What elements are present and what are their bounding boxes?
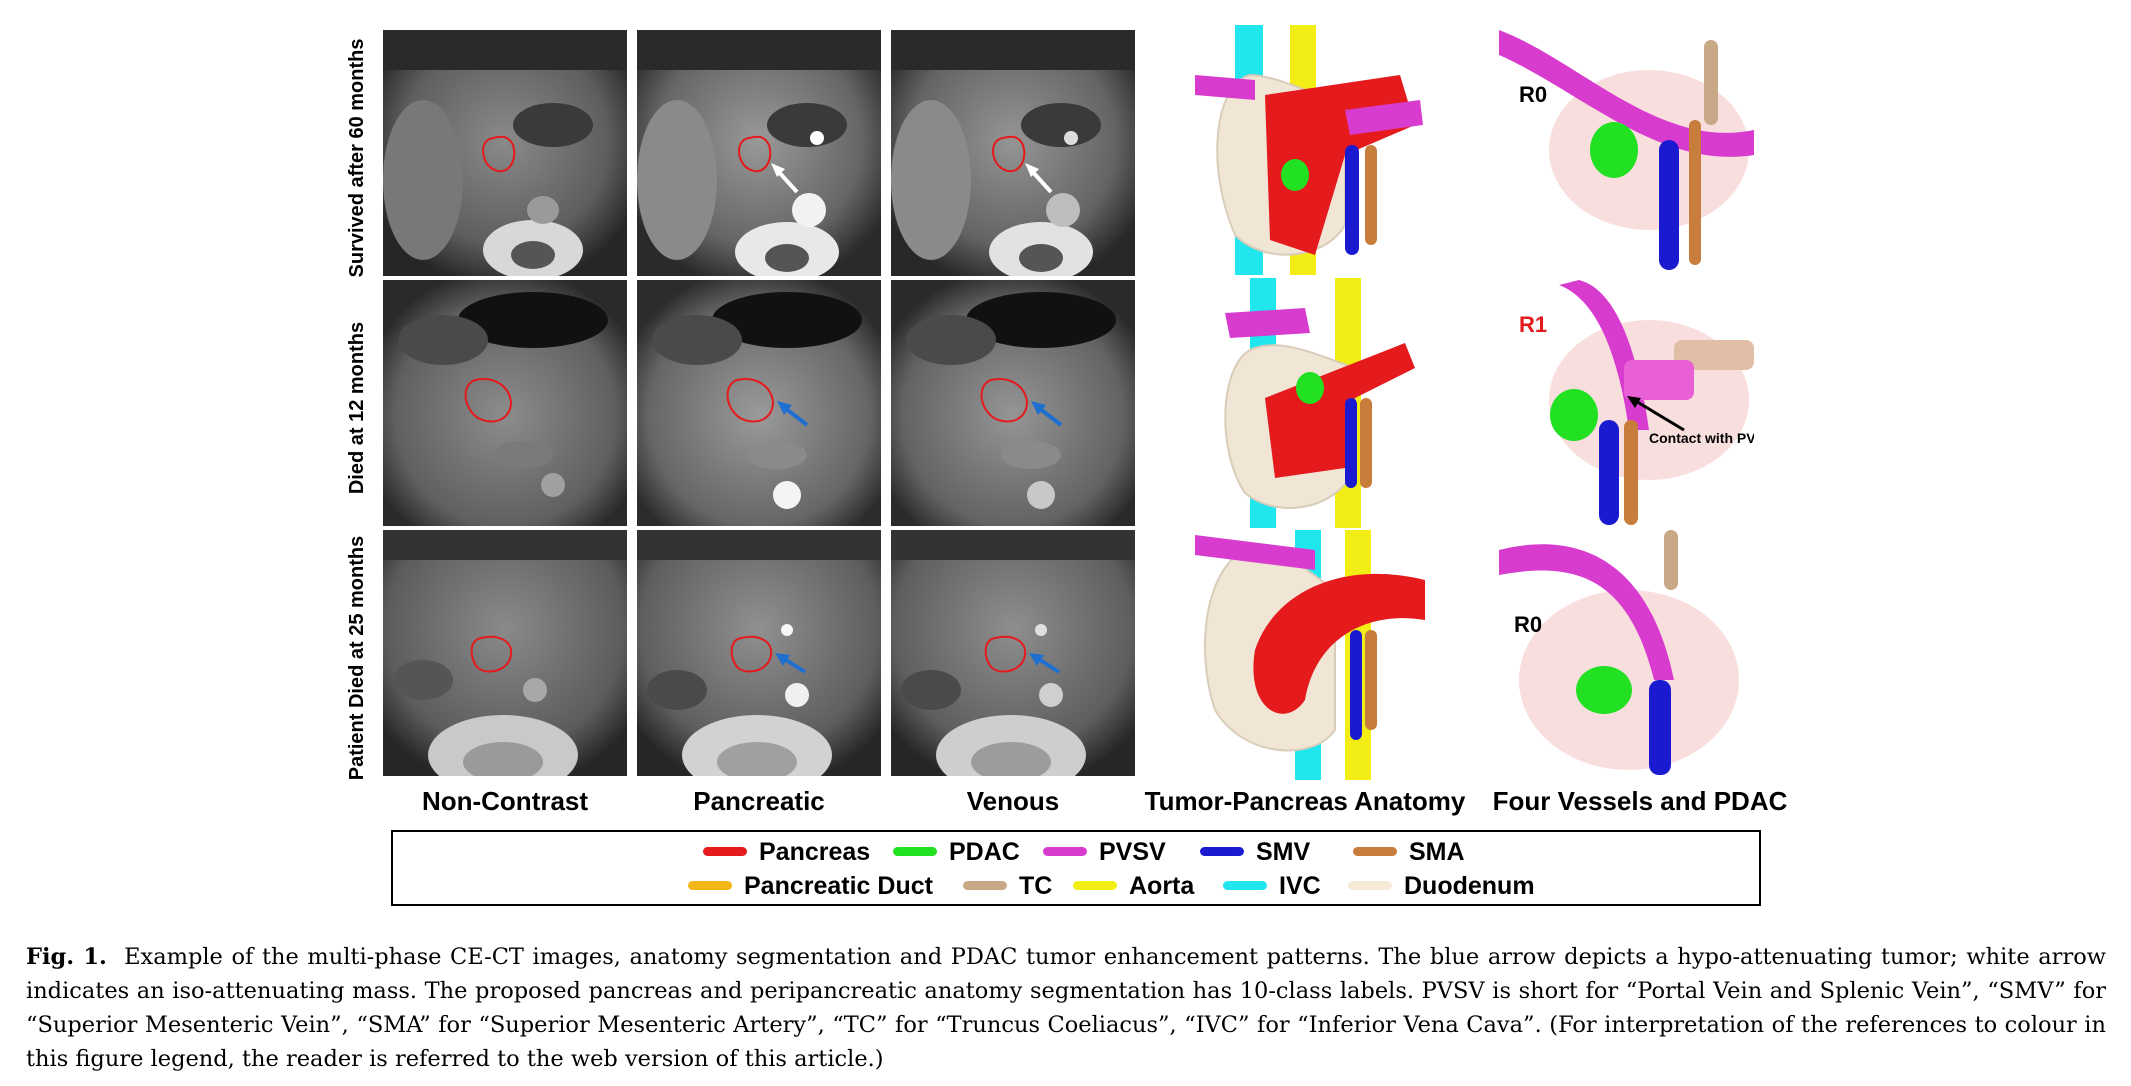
col-label-noncontrast: Non-Contrast (421, 786, 589, 816)
caption-label: Fig. 1. (26, 944, 107, 970)
legend-item-ivc: IVC (1223, 870, 1321, 902)
margin-tag-row2: R1 (1519, 312, 1548, 337)
legend-item-sma: SMA (1353, 836, 1465, 868)
legend-item-pvsv: PVSV (1043, 836, 1166, 868)
row-label-2: Died at 12 months (346, 321, 368, 495)
ct-row3-pancreatic (637, 530, 881, 776)
legend-item-aorta: Aorta (1073, 870, 1194, 902)
ct-row1-venous (891, 30, 1135, 276)
legend-swatch (688, 880, 732, 890)
legend-swatch (893, 846, 937, 856)
vessels-render-row2: R1 Contact with PVSV (1499, 280, 1754, 525)
col-label-vessels: Four Vessels and PDAC (1492, 786, 1788, 816)
ct-row1-noncontrast (383, 30, 627, 276)
legend-label: Pancreatic Duct (744, 872, 933, 900)
vessels-render-row3: R0 (1499, 530, 1754, 775)
col-label-venous: Venous (966, 786, 1060, 816)
ct-row3-venous (891, 530, 1135, 776)
legend-label: PVSV (1099, 838, 1166, 866)
legend-label: SMV (1256, 838, 1311, 866)
legend-swatch (1223, 880, 1267, 890)
legend-label: TC (1019, 872, 1053, 900)
vessels-render-row1: R0 (1499, 30, 1754, 275)
legend-label: PDAC (949, 838, 1020, 866)
legend-item-tc: TC (963, 870, 1052, 902)
anatomy-render-row3 (1195, 530, 1460, 780)
ct-row3-noncontrast (383, 530, 627, 776)
legend-item-pdac: PDAC (893, 836, 1020, 868)
figure: Survived after 60 months Died at 12 mont… (346, 25, 1788, 906)
legend-label: Pancreas (759, 838, 871, 866)
legend-label: Aorta (1129, 872, 1195, 900)
col-label-pancreatic: Pancreatic (693, 786, 825, 816)
legend-item-pancreatic-duct: Pancreatic Duct (688, 870, 933, 902)
row-label-1: Survived after 60 months (346, 38, 368, 278)
legend-label: Duodenum (1404, 872, 1535, 900)
margin-tag-row3: R0 (1514, 612, 1543, 637)
legend-swatch (963, 880, 1007, 890)
legend-swatch (1200, 846, 1244, 856)
anatomy-render-row1 (1195, 25, 1460, 275)
legend-item-duodenum: Duodenum (1348, 870, 1535, 902)
ct-row1-pancreatic (637, 30, 881, 276)
row-label-3: Patient Died at 25 months (346, 535, 368, 781)
margin-tag-row1: R0 (1519, 82, 1548, 107)
legend-swatch (1353, 846, 1397, 856)
ct-row2-pancreatic (637, 280, 881, 526)
legend-swatch (1348, 880, 1392, 890)
legend-item-pancreas: Pancreas (703, 836, 870, 868)
contact-annotation: Contact with PVSV (1649, 430, 1754, 446)
legend-label: IVC (1279, 872, 1321, 900)
anatomy-render-row2 (1195, 278, 1460, 528)
legend-item-smv: SMV (1200, 836, 1310, 868)
legend: Pancreas PDAC PVSV SMV SMA Pancreatic Du… (391, 830, 1761, 906)
legend-label: SMA (1409, 838, 1465, 866)
ct-row2-venous (891, 280, 1135, 526)
legend-swatch (703, 846, 747, 856)
legend-swatch (1043, 846, 1087, 856)
col-label-anatomy: Tumor-Pancreas Anatomy (1144, 786, 1466, 816)
figure-caption: Fig. 1. Example of the multi-phase CE-CT… (26, 940, 2106, 1076)
legend-swatch (1073, 880, 1117, 890)
caption-text: Example of the multi-phase CE-CT images,… (26, 944, 2106, 1072)
ct-row2-noncontrast (383, 280, 627, 526)
